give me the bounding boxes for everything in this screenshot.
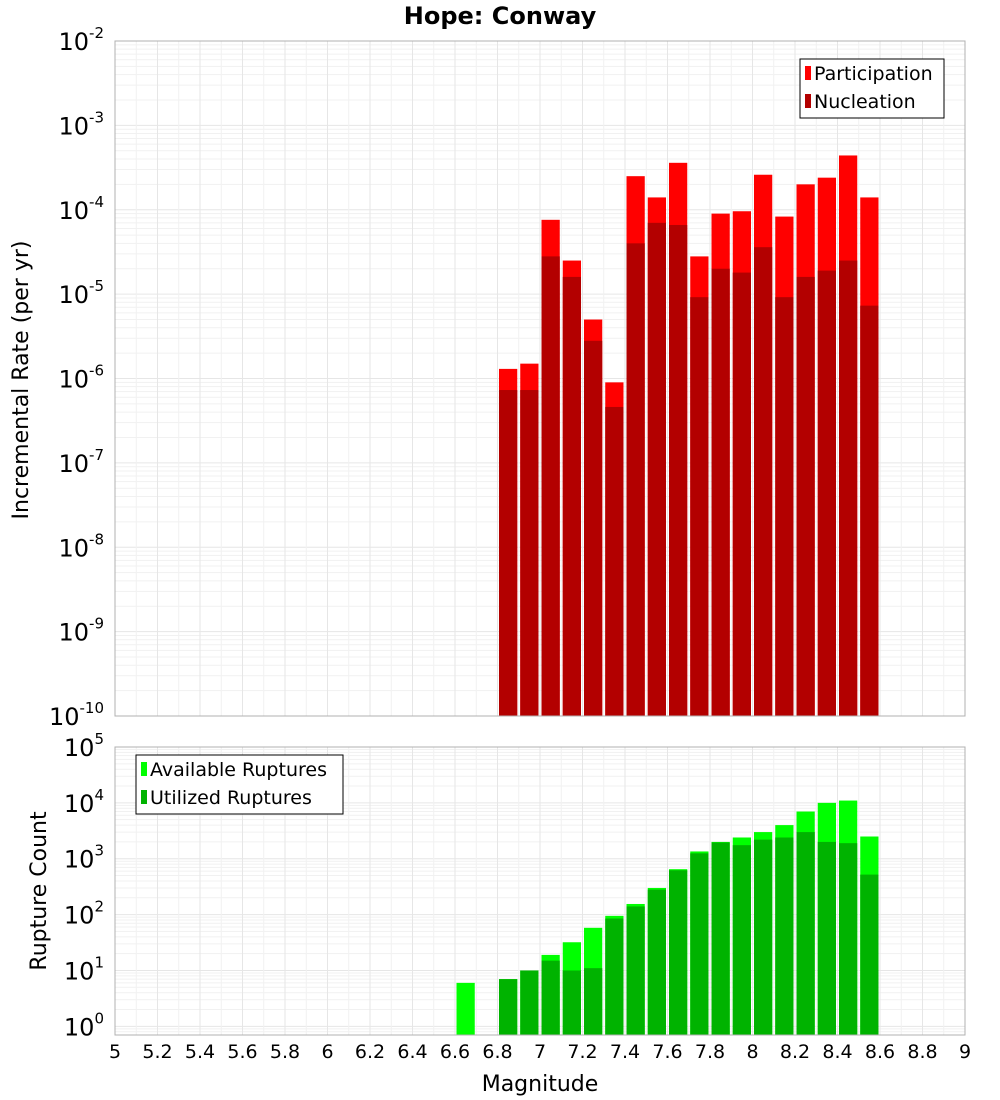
chart-title: Hope: Conway bbox=[404, 2, 597, 30]
x-tick-label: 6 bbox=[321, 1041, 333, 1063]
legend-label: Participation bbox=[814, 63, 933, 85]
x-tick-label: 7 bbox=[534, 1041, 546, 1063]
legend-swatch bbox=[141, 762, 147, 776]
bar-overlay-nucleation bbox=[817, 270, 836, 716]
rupture-count-panel: 100 101 102 103 104 105 Rupture Count 5 5.2 5.4 5.… bbox=[27, 730, 971, 1097]
x-tick-label: 5.4 bbox=[185, 1041, 215, 1063]
bar-overlay-utilized-ruptures bbox=[732, 845, 751, 1035]
legend-label: Available Ruptures bbox=[150, 759, 327, 781]
rate-panel: 10-10 10-9 10-8 10-7 10-6 10-5 10-4 10-3 10-2 Inc… bbox=[9, 24, 966, 731]
bar-overlay-nucleation bbox=[860, 305, 879, 716]
bar-overlay-nucleation bbox=[796, 276, 815, 716]
bar-overlay-nucleation bbox=[669, 224, 688, 716]
bar-overlay-nucleation bbox=[520, 390, 539, 716]
x-tick-label: 9 bbox=[959, 1041, 971, 1063]
legend-box bbox=[799, 58, 945, 119]
bar-available-ruptures bbox=[456, 982, 475, 1035]
y-tick-label: 10-5 bbox=[58, 277, 104, 309]
x-tick-label: 6.6 bbox=[440, 1041, 470, 1063]
bar-overlay-nucleation bbox=[775, 297, 794, 716]
y-axis-label: Incremental Rate (per yr) bbox=[9, 241, 34, 520]
bar-overlay-nucleation bbox=[839, 260, 858, 716]
x-tick-label: 5.6 bbox=[227, 1041, 257, 1063]
bar-overlay-utilized-ruptures bbox=[626, 906, 645, 1035]
x-tick-label: 8.2 bbox=[780, 1041, 810, 1063]
bar-overlay-nucleation bbox=[647, 222, 666, 716]
x-tick-label: 8 bbox=[746, 1041, 758, 1063]
legend: Available Ruptures Utilized Ruptures bbox=[135, 754, 344, 815]
x-tick-label: 7.4 bbox=[610, 1041, 640, 1063]
y-tick-label: 10-2 bbox=[58, 24, 104, 56]
y-tick-label: 10-6 bbox=[58, 362, 104, 394]
bar-overlay-utilized-ruptures bbox=[839, 843, 858, 1035]
bar-overlay-utilized-ruptures bbox=[754, 839, 773, 1035]
bar-overlay-utilized-ruptures bbox=[584, 968, 603, 1035]
x-tick-label: 6.4 bbox=[397, 1041, 427, 1063]
legend-box bbox=[135, 754, 344, 815]
bar-overlay-utilized-ruptures bbox=[690, 853, 709, 1035]
bar-overlay-nucleation bbox=[626, 243, 645, 717]
legend-label: Utilized Ruptures bbox=[150, 787, 312, 809]
y-tick-label: 103 bbox=[64, 842, 104, 874]
bar-overlay-utilized-ruptures bbox=[817, 841, 836, 1035]
y-tick-label: 10-4 bbox=[58, 193, 104, 225]
y-tick-label: 10-9 bbox=[58, 615, 104, 647]
legend: Participation Nucleation bbox=[799, 58, 945, 119]
bar-overlay-nucleation bbox=[754, 247, 773, 716]
bar-overlay-utilized-ruptures bbox=[796, 832, 815, 1035]
y-tick-label: 100 bbox=[64, 1009, 104, 1041]
legend-swatch bbox=[141, 790, 147, 804]
bar-overlay-utilized-ruptures bbox=[605, 918, 624, 1035]
y-tick-label: 10-10 bbox=[49, 699, 104, 731]
x-tick-label: 7.2 bbox=[567, 1041, 597, 1063]
bar-overlay-nucleation bbox=[690, 297, 709, 716]
bar-overlay-nucleation bbox=[499, 390, 518, 716]
legend-swatch bbox=[805, 66, 811, 80]
bar-overlay-utilized-ruptures bbox=[647, 889, 666, 1035]
y-tick-label: 105 bbox=[64, 730, 104, 762]
x-tick-label: 8.8 bbox=[907, 1041, 937, 1063]
bar-overlay-utilized-ruptures bbox=[562, 970, 581, 1035]
bar-overlay-utilized-ruptures bbox=[669, 870, 688, 1035]
x-tick-label: 8.4 bbox=[822, 1041, 852, 1063]
bar-overlay-nucleation bbox=[562, 276, 581, 716]
bar-overlay-nucleation bbox=[584, 340, 603, 716]
bar-overlay-utilized-ruptures bbox=[775, 837, 794, 1035]
y-tick-label: 10-7 bbox=[58, 446, 104, 478]
bar-overlay-utilized-ruptures bbox=[711, 842, 730, 1035]
x-tick-label: 5.8 bbox=[270, 1041, 300, 1063]
x-tick-label: 6.8 bbox=[482, 1041, 512, 1063]
x-tick-label: 7.8 bbox=[695, 1041, 725, 1063]
legend-label: Nucleation bbox=[814, 91, 916, 113]
y-tick-label: 10-8 bbox=[58, 530, 104, 562]
x-tick-label: 5 bbox=[109, 1041, 121, 1063]
bar-overlay-utilized-ruptures bbox=[860, 874, 879, 1035]
x-tick-label: 5.2 bbox=[142, 1041, 172, 1063]
y-tick-label: 101 bbox=[64, 953, 104, 985]
y-tick-label: 102 bbox=[64, 898, 104, 930]
x-tick-label: 6.2 bbox=[355, 1041, 385, 1063]
x-tick-label: 8.6 bbox=[865, 1041, 895, 1063]
bar-overlay-nucleation bbox=[541, 256, 560, 716]
plot-frame bbox=[114, 40, 966, 717]
bar-overlay-nucleation bbox=[732, 272, 751, 716]
legend-swatch bbox=[805, 94, 811, 108]
bar-overlay-utilized-ruptures bbox=[520, 970, 539, 1035]
plot-frame bbox=[114, 746, 966, 1036]
bar-overlay-utilized-ruptures bbox=[499, 979, 518, 1035]
y-tick-label: 104 bbox=[64, 786, 104, 818]
y-tick-label: 10-3 bbox=[58, 108, 104, 140]
bar-overlay-utilized-ruptures bbox=[541, 960, 560, 1035]
y-axis-label: Rupture Count bbox=[27, 811, 52, 971]
bar-overlay-nucleation bbox=[605, 406, 624, 716]
x-axis-label: Magnitude bbox=[482, 1072, 599, 1097]
x-tick-label: 7.6 bbox=[652, 1041, 682, 1063]
bar-overlay-nucleation bbox=[711, 268, 730, 716]
